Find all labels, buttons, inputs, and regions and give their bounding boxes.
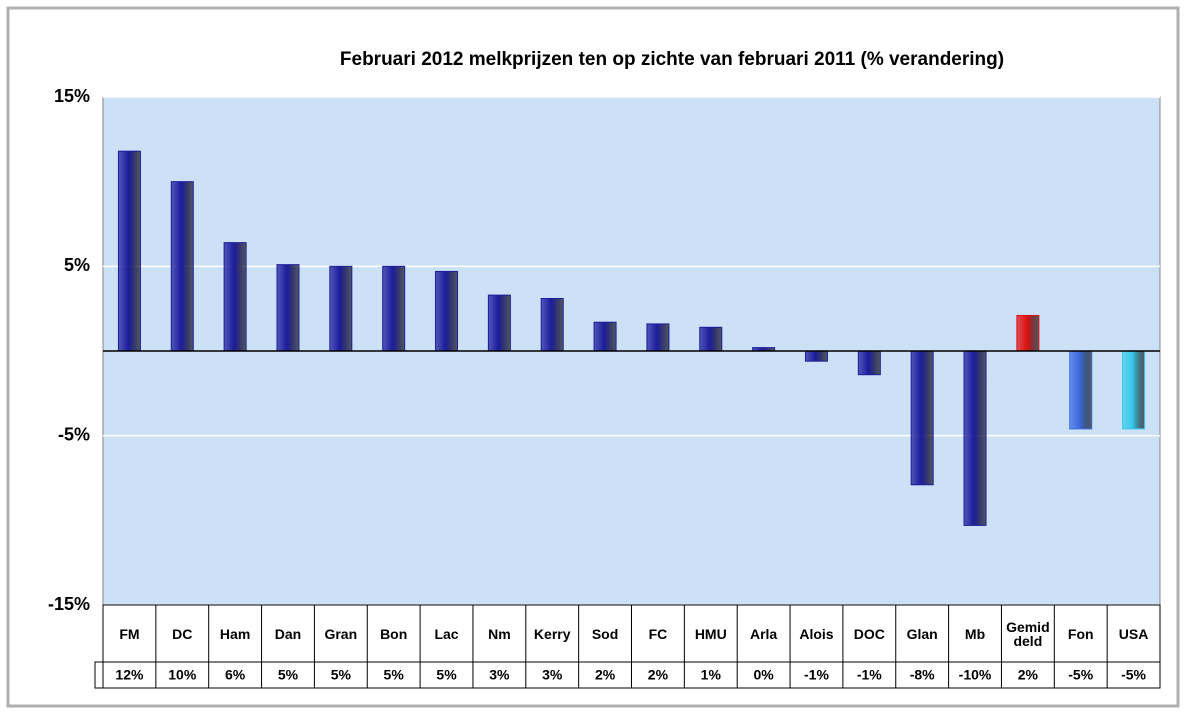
value-label: 1% (701, 667, 722, 683)
bar (699, 326, 723, 352)
x-tick-label: Nm (488, 625, 511, 642)
bar (963, 350, 987, 526)
value-label: 10% (168, 667, 197, 683)
bar (910, 350, 934, 486)
bar (382, 265, 406, 352)
x-tick-label: Dan (274, 625, 302, 642)
value-label: -1% (804, 667, 829, 683)
x-tick-label: Kerry (533, 625, 571, 642)
x-tick-label: FC (648, 625, 668, 642)
x-tick-label: Lac (434, 625, 459, 642)
y-tick-label: -15% (48, 594, 90, 614)
bar (276, 264, 300, 352)
bar (117, 150, 141, 352)
x-tick-label: Ham (219, 625, 251, 642)
chart-title: Februari 2012 melkprijzen ten op zichte … (340, 49, 1004, 70)
x-tick-label: DC (172, 625, 193, 642)
x-tick-label: Glan (906, 625, 938, 642)
value-label: 5% (278, 667, 299, 683)
bar (804, 350, 828, 362)
bar (170, 181, 194, 352)
value-label: 2% (1018, 667, 1039, 683)
x-tick-label: FM (119, 625, 140, 642)
value-label: -10% (959, 667, 992, 683)
bar (1122, 350, 1146, 430)
value-label: 12% (115, 667, 144, 683)
x-tick-label: HMU (694, 625, 727, 642)
bar (857, 350, 881, 376)
value-label: 2% (648, 667, 669, 683)
value-label: -5% (1068, 667, 1093, 683)
x-tick-label: Bon (380, 625, 408, 642)
value-label: 5% (436, 667, 457, 683)
y-tick-label: 5% (64, 255, 90, 275)
bar (1016, 314, 1040, 352)
bar (646, 323, 670, 352)
x-tick-label: Fon (1067, 625, 1094, 642)
x-tick-label: Alois (799, 625, 834, 642)
y-tick-label: 15% (54, 86, 90, 106)
value-label: 6% (225, 667, 246, 683)
x-tick-label: DOC (853, 625, 885, 642)
x-tick-label: Sod (591, 625, 619, 642)
x-tick-label: Gemiddeld (1006, 618, 1050, 649)
x-tick-label: Gran (324, 625, 358, 642)
bar (487, 294, 511, 352)
value-label: 5% (384, 667, 405, 683)
value-label: 0% (754, 667, 775, 683)
value-label: 2% (595, 667, 616, 683)
bar (329, 265, 353, 352)
bar (223, 242, 247, 352)
x-tick-label: USA (1118, 625, 1149, 642)
x-tick-label: Arla (749, 625, 778, 642)
x-tick-label: Mb (964, 625, 986, 642)
value-label: 3% (542, 667, 563, 683)
value-label: -5% (1121, 667, 1146, 683)
value-label: -1% (857, 667, 882, 683)
bar (540, 298, 564, 352)
bar (593, 321, 617, 352)
value-label: -8% (910, 667, 935, 683)
bar (435, 270, 459, 352)
bar (1069, 350, 1093, 430)
value-label: 5% (331, 667, 352, 683)
value-label: 3% (489, 667, 510, 683)
y-tick-label: -5% (58, 424, 90, 444)
